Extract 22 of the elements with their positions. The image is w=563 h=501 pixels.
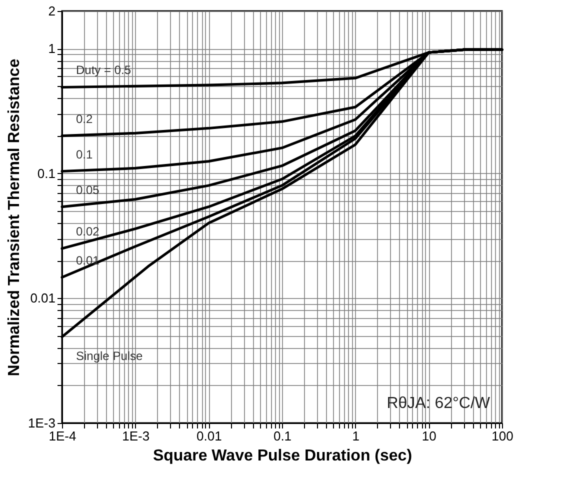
x-tick-label: 1 [352,428,360,444]
y-tick-label: 2 [48,4,56,18]
y-tick-label: 0.1 [37,166,56,181]
y-tick-label: 1 [48,41,56,56]
series-label: 0.05 [76,182,100,197]
x-tick-label: 1E-4 [48,428,76,444]
y-tick-label: 0.01 [30,290,56,306]
series-label: Single Pulse [76,348,144,363]
x-axis-title: Square Wave Pulse Duration (sec) [152,448,412,464]
series-label: 0.02 [76,224,100,239]
series-label: 0.2 [76,112,94,126]
series-label: Duty = 0.5 [76,63,132,78]
x-tick-label: 0.1 [273,428,292,444]
y-axis-title: Normalized Transient Thermal Resistance [6,58,24,376]
x-tick-label: 100 [492,428,514,444]
series-label: 0.01 [76,253,100,268]
series-label: 0.1 [76,147,94,162]
annotation: RθJA: 62°C/W [386,395,491,412]
y-tick-label: 1E-3 [28,416,56,430]
x-tick-label: 0.01 [196,428,222,444]
x-tick-label: 1E-3 [122,428,150,444]
x-tick-label: 10 [422,428,436,444]
